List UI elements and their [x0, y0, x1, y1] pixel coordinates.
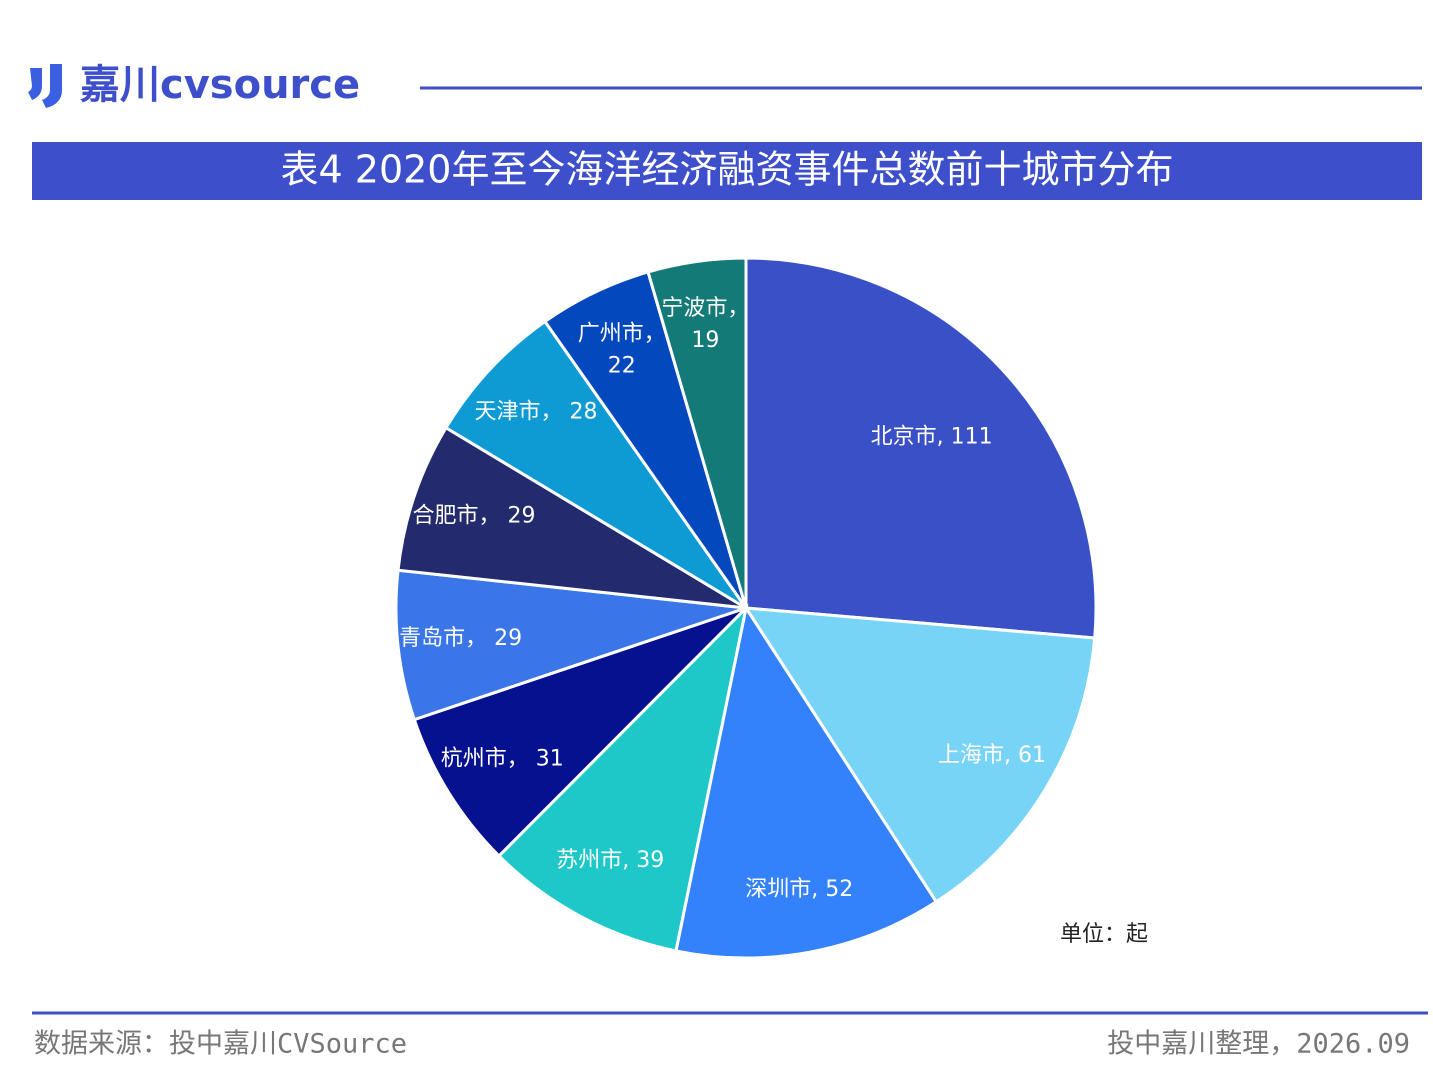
data-label: 杭州市， 31 — [441, 746, 564, 771]
pie-slice — [674, 604, 939, 960]
pie-slice — [496, 603, 749, 953]
pie-slice — [394, 568, 747, 722]
title-bar — [32, 142, 1422, 200]
unit-note: 单位：起 — [1060, 922, 1148, 947]
pie-slice — [646, 256, 748, 609]
source: 数据来源：投中嘉川CVSource — [34, 1029, 407, 1060]
data-label: 广州市， 22 — [578, 321, 666, 378]
logo-icon — [28, 64, 62, 108]
pie-slice — [744, 256, 1098, 640]
data-label: 青岛市， 29 — [399, 626, 522, 651]
pie: 北京市, 111 上海市, 61 深圳市, 52 苏州市, 39 杭州市， 31 青岛市，… — [394, 256, 1098, 960]
data-label: 合肥市， 29 — [412, 503, 535, 528]
data-label: 北京市, 111 — [871, 425, 993, 450]
data-label: 宁波市， 19 — [661, 296, 749, 353]
credit: 投中嘉川整理，2026.09 — [1107, 1029, 1410, 1060]
pie-slice — [743, 606, 1097, 904]
data-label: 天津市， 28 — [474, 399, 597, 424]
brand: 嘉川cvsource — [80, 62, 360, 108]
data-label: 苏州市, 39 — [556, 848, 664, 873]
data-label: 深圳市, 52 — [745, 877, 853, 902]
pie-slice — [396, 425, 747, 610]
pie-slice — [412, 606, 748, 859]
pie-slice — [443, 319, 748, 610]
data-label: 上海市, 61 — [938, 743, 1046, 768]
chart-title: 表4 2020年至今海洋经济融资事件总数前十城市分布 — [281, 148, 1174, 192]
